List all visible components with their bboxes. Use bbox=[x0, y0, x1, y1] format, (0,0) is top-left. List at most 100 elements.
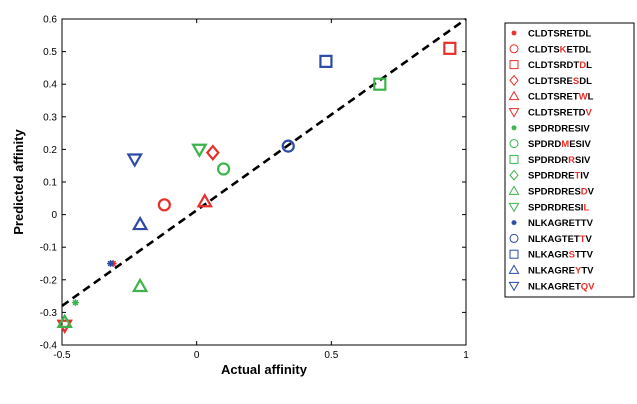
data-point-nlkagreytv bbox=[131, 215, 149, 231]
legend-label-base: SPDRDRESI bbox=[528, 202, 583, 213]
legend-label-base: TTV bbox=[575, 250, 594, 261]
legend: CLDTSRETDLCLDTSKETDLCLDTSRDTDLCLDTSRESDL… bbox=[504, 22, 635, 298]
legend-label-mutation: W bbox=[579, 92, 588, 103]
data-point-spdrdrrsiv bbox=[373, 77, 387, 91]
legend-label-base: CLDTS bbox=[528, 44, 560, 55]
legend-label-mutation: S bbox=[573, 76, 579, 87]
legend-marker bbox=[509, 60, 519, 70]
data-point-nlkagretqv bbox=[126, 153, 143, 168]
data-point-cldtsrdtdl bbox=[443, 41, 457, 55]
fit-line bbox=[61, 17, 467, 307]
legend-label: CLDTSRETWL bbox=[528, 92, 594, 103]
legend-label-base: SIV bbox=[575, 155, 591, 166]
legend-box bbox=[504, 22, 635, 298]
legend-label-mutation: S bbox=[569, 250, 575, 261]
legend-label-base: NLKAGRET bbox=[528, 281, 581, 292]
legend-label: NLKAGTETTV bbox=[528, 234, 593, 245]
legend-label-base: DL bbox=[579, 76, 592, 87]
legend-label-base: NLKAGRE bbox=[528, 266, 575, 277]
y-axis-title: Predicted affinity bbox=[11, 128, 26, 234]
legend-label: CLDTSRDTDL bbox=[528, 60, 592, 71]
legend-label-base: CLDTSRE bbox=[528, 76, 573, 87]
axis-ticks: -0.5 0 0.5 1 -0.4 -0.3 -0.2 -0.1 0 0.1 0.2 0.3 0.4 0.… bbox=[40, 15, 469, 362]
data-point-spdrdresiv bbox=[72, 299, 79, 307]
legend-label-mutation: T bbox=[580, 234, 586, 245]
legend-label-base: L bbox=[588, 92, 594, 103]
legend-label: SPDRDMESIV bbox=[528, 139, 591, 150]
legend-label: CLDTSKETDL bbox=[528, 44, 592, 55]
legend-marker bbox=[509, 233, 519, 243]
x-tick-label: 1 bbox=[463, 350, 469, 361]
legend-label: NLKAGREYTV bbox=[528, 266, 594, 277]
legend-marker bbox=[509, 139, 519, 149]
legend-label-base: SPDRD bbox=[528, 139, 561, 150]
plot-frame bbox=[61, 18, 467, 346]
fit-line-layer bbox=[61, 17, 467, 307]
legend-marker bbox=[509, 44, 519, 54]
legend-marker bbox=[508, 281, 520, 292]
legend-label-base: SPDRDRES bbox=[528, 187, 581, 198]
data-point-spdrdresdv bbox=[131, 277, 149, 293]
legend-label-base: CLDTSRDT bbox=[528, 60, 579, 71]
legend-label-base: IV bbox=[580, 171, 590, 182]
legend-label-base: CLDTSRET bbox=[528, 92, 579, 103]
data-point-spdrdresdv bbox=[56, 313, 73, 328]
legend-label-mutation: D bbox=[579, 60, 586, 71]
legend-label-base: V bbox=[586, 234, 593, 245]
legend-label: CLDTSRETDL bbox=[528, 29, 592, 40]
legend-label-base: NLKAGRETTV bbox=[528, 218, 594, 229]
plot-area bbox=[61, 18, 467, 346]
legend-marker bbox=[511, 30, 517, 36]
legend-label: SPDRDRESIV bbox=[528, 123, 590, 134]
legend-label: SPDRDRESDV bbox=[528, 187, 595, 198]
legend-label-mutation: D bbox=[581, 187, 588, 198]
data-point-cldtsresdl bbox=[205, 144, 220, 161]
legend-label: CLDTSRETDV bbox=[528, 108, 593, 119]
data-point-nlkagtettv bbox=[281, 139, 295, 153]
legend-label-base: SPDRDR bbox=[528, 155, 568, 166]
legend-label-base: NLKAGR bbox=[528, 250, 569, 261]
legend-label-base: CLDTSRETDL bbox=[528, 29, 592, 40]
legend-marker bbox=[509, 169, 519, 181]
legend-marker bbox=[508, 108, 520, 118]
data-points bbox=[56, 41, 457, 334]
y-tick-label: 0.1 bbox=[43, 178, 57, 189]
y-tick-label: -0.1 bbox=[40, 243, 58, 254]
legend-label: SPDRDRESIL bbox=[528, 202, 589, 213]
legend-label: NLKAGRSTTV bbox=[528, 250, 594, 261]
legend-label-mutation: L bbox=[583, 202, 589, 213]
y-tick-label: 0 bbox=[51, 210, 57, 221]
legend-label-base: CLDTSRETD bbox=[528, 108, 586, 119]
y-tick-label: 0.4 bbox=[43, 80, 57, 91]
legend-label-base: TV bbox=[581, 266, 594, 277]
legend-marker bbox=[508, 202, 520, 213]
legend-label: CLDTSRESDL bbox=[528, 76, 592, 87]
y-tick-label: -0.2 bbox=[40, 275, 58, 286]
y-tick-label: 0.2 bbox=[43, 145, 57, 156]
legend-marker bbox=[509, 249, 519, 259]
legend-label-mutation: Y bbox=[575, 266, 582, 277]
legend-label-mutation: R bbox=[568, 155, 575, 166]
legend-marker bbox=[511, 220, 517, 226]
legend-marker bbox=[508, 185, 520, 195]
legend-marker bbox=[508, 264, 520, 274]
legend-label: NLKAGRETTV bbox=[528, 218, 594, 229]
legend-label: SPDRDRETIV bbox=[528, 171, 590, 182]
data-point-cldtsretwl bbox=[196, 193, 213, 208]
y-tick-label: 0.3 bbox=[43, 112, 57, 123]
y-tick-label: -0.4 bbox=[40, 341, 58, 352]
y-tick-label: 0.5 bbox=[43, 47, 57, 58]
legend-label-mutation: K bbox=[560, 44, 567, 55]
x-axis-title: Actual affinity bbox=[221, 362, 308, 377]
legend-label-base: L bbox=[586, 60, 592, 71]
legend-label-base: ETDL bbox=[567, 44, 592, 55]
legend-marker bbox=[509, 154, 519, 164]
legend-label: NLKAGRETQV bbox=[528, 281, 595, 292]
legend-marker bbox=[511, 125, 517, 131]
legend-label-mutation: T bbox=[574, 171, 580, 182]
legend-label-base: V bbox=[588, 187, 595, 198]
data-point-nlkagrsttv bbox=[319, 54, 333, 68]
legend-label-mutation: V bbox=[586, 108, 593, 119]
x-tick-label: -0.5 bbox=[53, 350, 71, 361]
